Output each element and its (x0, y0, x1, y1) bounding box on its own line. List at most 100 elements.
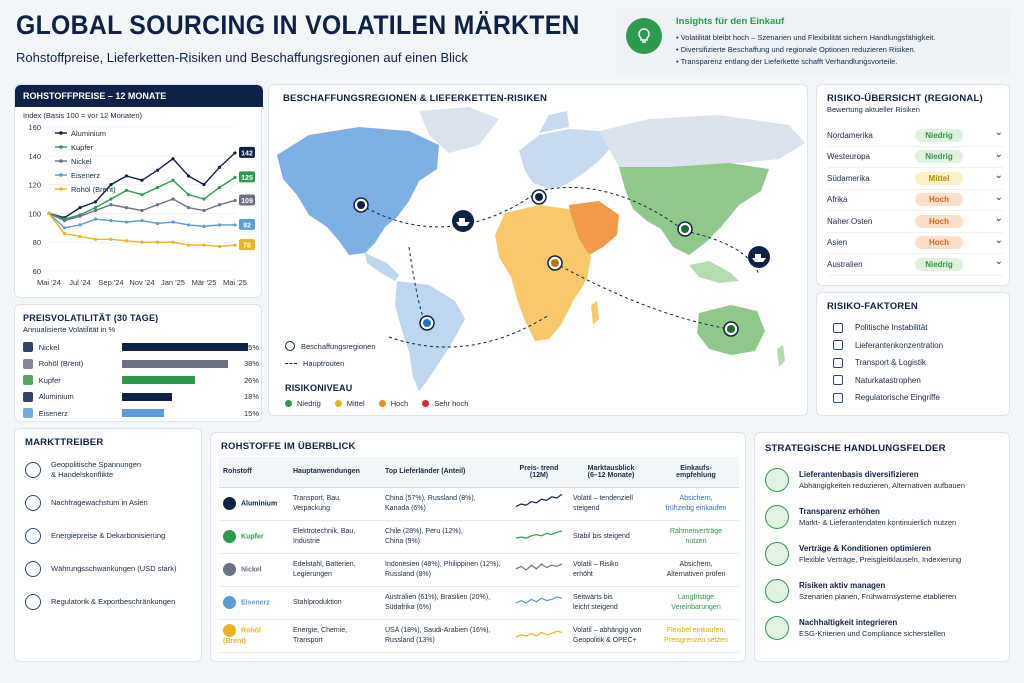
factor-label: Politische Instabilität (855, 323, 928, 333)
chevron-down-icon: ⌄ (994, 148, 1003, 160)
volatility-row: Eisenerz 15% (23, 405, 259, 422)
driver-label: Währungsschwankungen (USD stark) (51, 563, 177, 573)
data-point (93, 206, 98, 210)
data-point (78, 214, 82, 218)
recommendation-cell: Absichern, frühzeitig einkaufen (653, 487, 739, 521)
regional-row[interactable]: Australien Niedrig ⌄ (827, 254, 1003, 276)
x-tick-label: Jan '25 (161, 278, 185, 287)
volatility-list: Nickel 45% Rohöl (Brent) 38% Kupfer 26% Alumin… (23, 339, 259, 422)
regional-name: Nordamerika (827, 130, 873, 140)
y-tick-label: 120 (28, 181, 41, 190)
marker-europe (531, 189, 547, 205)
y-tick-label: 160 (28, 123, 41, 132)
regional-row[interactable]: Asien Hoch ⌄ (827, 233, 1003, 254)
commodity-icon (223, 596, 236, 609)
driver-item: Energiepreise & Dekarbonisierung (25, 519, 197, 552)
uses-cell: Stahlproduktion (289, 586, 381, 620)
end-value-label: 92 (243, 222, 251, 229)
legend-marker (59, 131, 63, 135)
route-line-icon (285, 363, 297, 364)
regional-name: Afrika (827, 195, 848, 205)
data-point (93, 208, 98, 213)
volatility-label: Kupfer (38, 375, 61, 385)
data-point (140, 178, 144, 182)
regional-row[interactable]: Naher Osten Hoch ⌄ (827, 211, 1003, 233)
lightbulb-icon (626, 18, 662, 54)
volatility-bar-track (122, 359, 246, 368)
data-point (140, 208, 144, 213)
data-point (233, 243, 237, 247)
trend-sparkline (515, 493, 563, 507)
scandinavia-shape (539, 111, 569, 133)
x-tick-label: Jul '24 (69, 278, 90, 287)
madagascar-shape (591, 301, 599, 325)
storm-icon (833, 375, 843, 386)
end-value-badge (239, 218, 255, 230)
insights-box: Insights für den Einkauf • Volatilität b… (616, 8, 1010, 76)
volatility-bar (122, 376, 195, 385)
suppliers-cell: Australien (61%), Brasilien (20%), Südaf… (381, 586, 509, 620)
outlook-cell: Volatil – Risiko erhöht (569, 553, 653, 587)
regional-row[interactable]: Westeuropa Niedrig ⌄ (827, 147, 1003, 168)
sustainability-icon (765, 615, 789, 640)
driver-item: Regulatorik & Exportbeschränkungen (25, 585, 197, 618)
data-point (109, 219, 113, 223)
russia-shape (599, 115, 805, 169)
price-chart: 60 80 100 120 140 160 Mai '24 Jul '24 Sep '24 Nov… (28, 123, 255, 287)
data-point (233, 223, 237, 227)
risk-badge: Hoch (915, 193, 963, 207)
data-point (202, 243, 206, 247)
table-row: Aluminium Transport, Bau, Verpackung China… (219, 487, 739, 521)
diversify-icon (765, 467, 789, 492)
trend-cell (509, 487, 569, 521)
sparkline-line (515, 493, 563, 507)
data-point (62, 231, 67, 236)
legend-marker (59, 145, 63, 149)
outlook-cell: Volatil – tendenziell steigend (569, 487, 653, 521)
x-tick-label: Nov '24 (129, 278, 154, 287)
uses-cell: Transport, Bau, Verpackung (289, 487, 381, 521)
data-point (171, 157, 175, 161)
factors-title: RISIKO-FAKTOREN (827, 301, 918, 312)
regional-row[interactable]: Nordamerika Niedrig ⌄ (827, 125, 1003, 147)
commodity-name: Rohöl (Brent) (223, 627, 261, 646)
regional-row[interactable]: Südamerika Mittel ⌄ (827, 168, 1003, 190)
volatility-bar (122, 409, 164, 418)
factors-list: Politische Instabilität Lieferantenkonzen… (833, 319, 1005, 407)
commodity-name: Eisenerz (241, 599, 270, 607)
data-point (202, 183, 206, 187)
contract-icon (765, 541, 789, 566)
recommendation-cell: Langfristige Vereinbarungen (653, 586, 739, 620)
data-point (155, 203, 160, 207)
end-value-label: 78 (243, 243, 251, 250)
insights-list: • Volatilität bleibt hoch – Szenarien un… (676, 32, 1006, 68)
driver-item: Nachfragewachstum in Asien (25, 486, 197, 519)
end-value-badge (239, 146, 255, 158)
marker-asia (677, 221, 693, 237)
suppliers-cell: USA (18%), Saudi-Arabien (16%), Russland… (381, 619, 509, 653)
commodity-name: Nickel (241, 566, 262, 574)
new-zealand-shape (777, 345, 785, 367)
strategy-item: Verträge & Konditionen optimieren Flexibl… (765, 535, 1005, 572)
risk-level-item: Niedrig (285, 399, 321, 408)
data-point (186, 193, 191, 197)
risk-level-label: Sehr hoch (434, 399, 469, 408)
regulation-icon (833, 392, 843, 403)
marker-north-america (353, 197, 369, 213)
greenland-shape (419, 107, 499, 153)
suppliers-cell: Chile (28%), Peru (12%), China (9%) (381, 520, 509, 554)
network-icon (833, 340, 843, 351)
driver-label: Energiepreise & Dekarbonisierung (51, 530, 166, 540)
ship-icon (452, 210, 474, 232)
volatility-value: 15% (243, 408, 259, 418)
regional-row[interactable]: Afrika Hoch ⌄ (827, 190, 1003, 211)
risk-level-item: Sehr hoch (422, 399, 468, 408)
marker-africa (547, 255, 563, 271)
legend-marker (59, 173, 63, 177)
risk-level-item: Hoch (378, 399, 408, 408)
strategy-list: Lieferantenbasis diversifizieren Abhängig… (765, 461, 1005, 646)
data-point (78, 223, 82, 227)
table-row: Nickel Edelstahl, Batterien, Legierungen I… (219, 553, 739, 587)
risk-dot-icon (378, 400, 386, 407)
table-header-row: Rohstoff Hauptanwendungen Top Lieferländer… (219, 457, 739, 488)
